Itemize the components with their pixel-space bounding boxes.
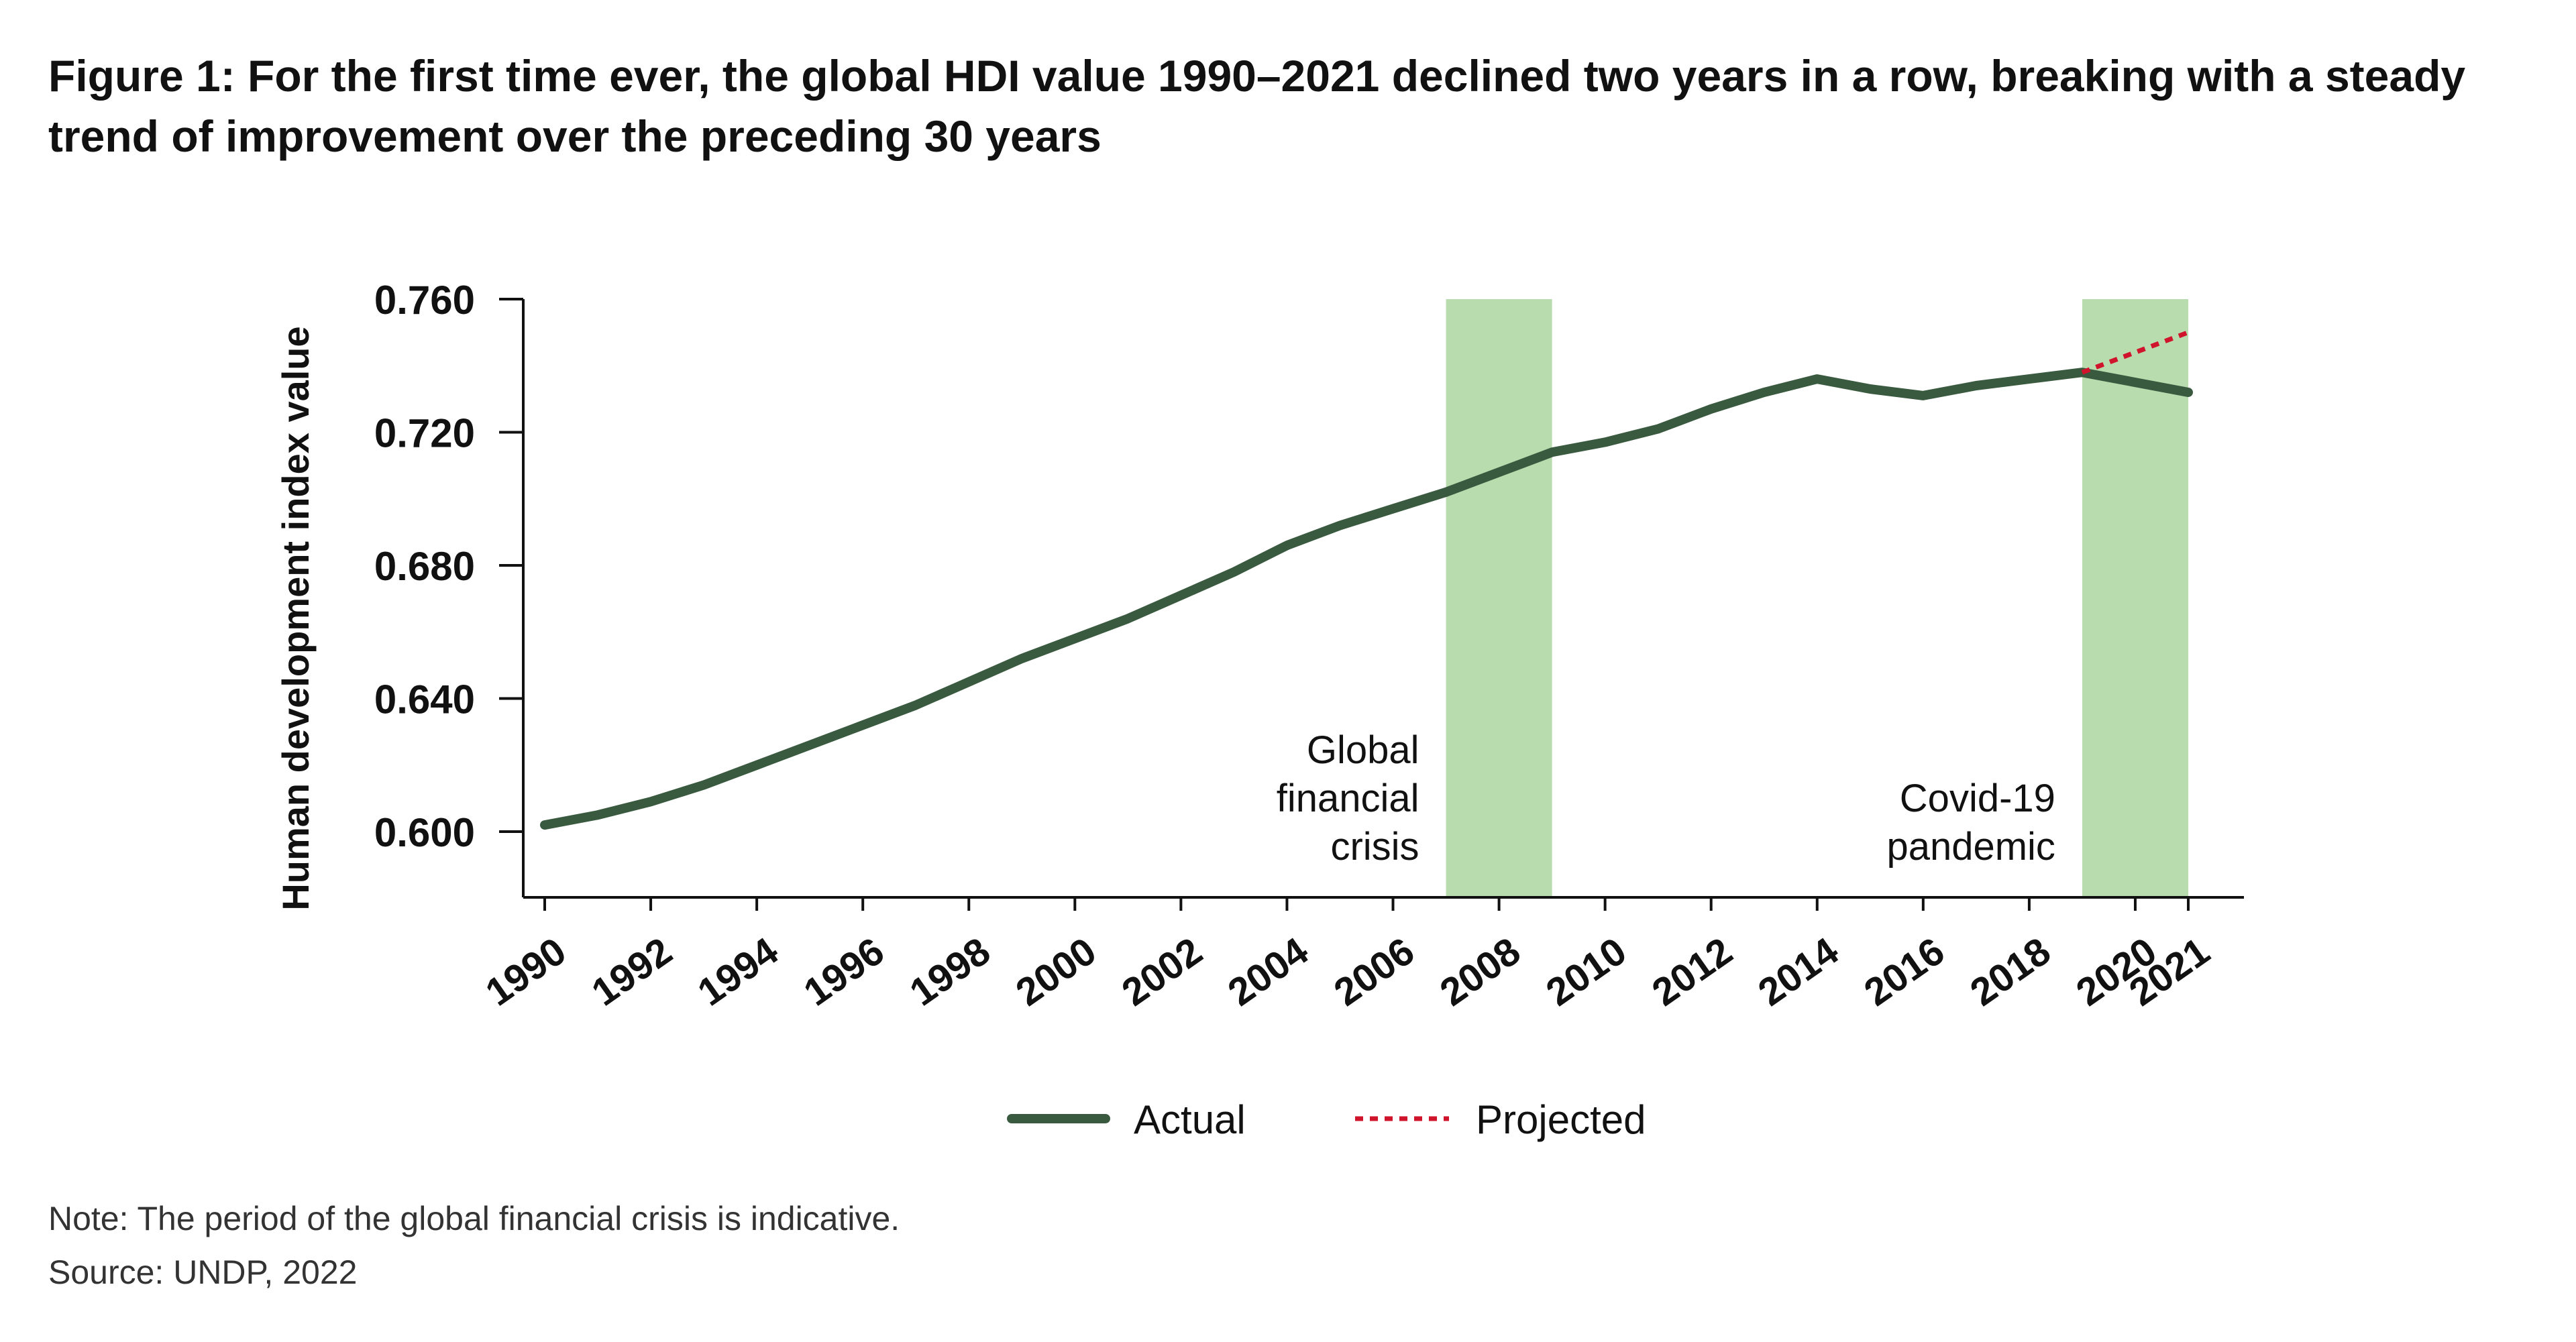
- series-line-projected: [2081, 330, 2190, 375]
- x-tick-label: 2000: [1008, 929, 1104, 1014]
- x-tick-label: 2006: [1326, 929, 1422, 1014]
- x-tick-label: 2004: [1220, 929, 1316, 1014]
- x-tick-label: 2016: [1856, 929, 1952, 1014]
- shaded-period-label-0: crisis: [1330, 825, 1419, 869]
- shaded-period-1: [2082, 299, 2188, 897]
- series-lines: [540, 330, 2193, 830]
- x-tick-label: 2012: [1644, 929, 1740, 1014]
- x-tick-label: 2018: [1962, 929, 2058, 1014]
- y-tick-label: 0.600: [374, 810, 475, 855]
- shaded-period-label-1: pandemic: [1886, 825, 2055, 869]
- figure-title: Figure 1: For the first time ever, the g…: [48, 51, 2466, 161]
- figure-note: Note: The period of the global financial…: [48, 1200, 900, 1237]
- y-axis-label: Human development index value: [274, 326, 317, 910]
- shaded-period-label-0: financial: [1277, 777, 1419, 820]
- figure-source: Source: UNDP, 2022: [48, 1253, 358, 1291]
- x-tick-label: 2008: [1432, 929, 1528, 1014]
- shaded-period-label-0: Global: [1307, 728, 1419, 772]
- x-tick-label: 2014: [1750, 929, 1846, 1014]
- x-tick-label: 1998: [902, 929, 998, 1014]
- y-tick-label: 0.760: [374, 278, 475, 323]
- shaded-periods: [1446, 299, 2188, 897]
- x-tick-label: 1992: [584, 929, 680, 1014]
- x-tick-label: 2002: [1114, 929, 1210, 1014]
- x-tick-label: 1996: [796, 929, 892, 1014]
- y-tick-label: 0.720: [374, 411, 475, 456]
- legend: Actual Projected: [1007, 1097, 1646, 1142]
- shaded-period-label-1: Covid-19: [1900, 777, 2055, 820]
- series-line-actual: [540, 368, 2193, 830]
- x-tick-label: 1990: [478, 929, 574, 1014]
- legend-label-projected: Projected: [1476, 1097, 1646, 1142]
- y-tick-label: 0.640: [374, 677, 475, 722]
- x-tick-label: 2010: [1538, 929, 1634, 1014]
- legend-label-actual: Actual: [1134, 1097, 1246, 1142]
- annotations: Global financial crisis Covid-19 pandemic: [1277, 728, 2055, 869]
- shaded-period-0: [1446, 299, 1552, 897]
- x-tick-label: 1994: [690, 929, 786, 1014]
- y-tick-label: 0.680: [374, 544, 475, 589]
